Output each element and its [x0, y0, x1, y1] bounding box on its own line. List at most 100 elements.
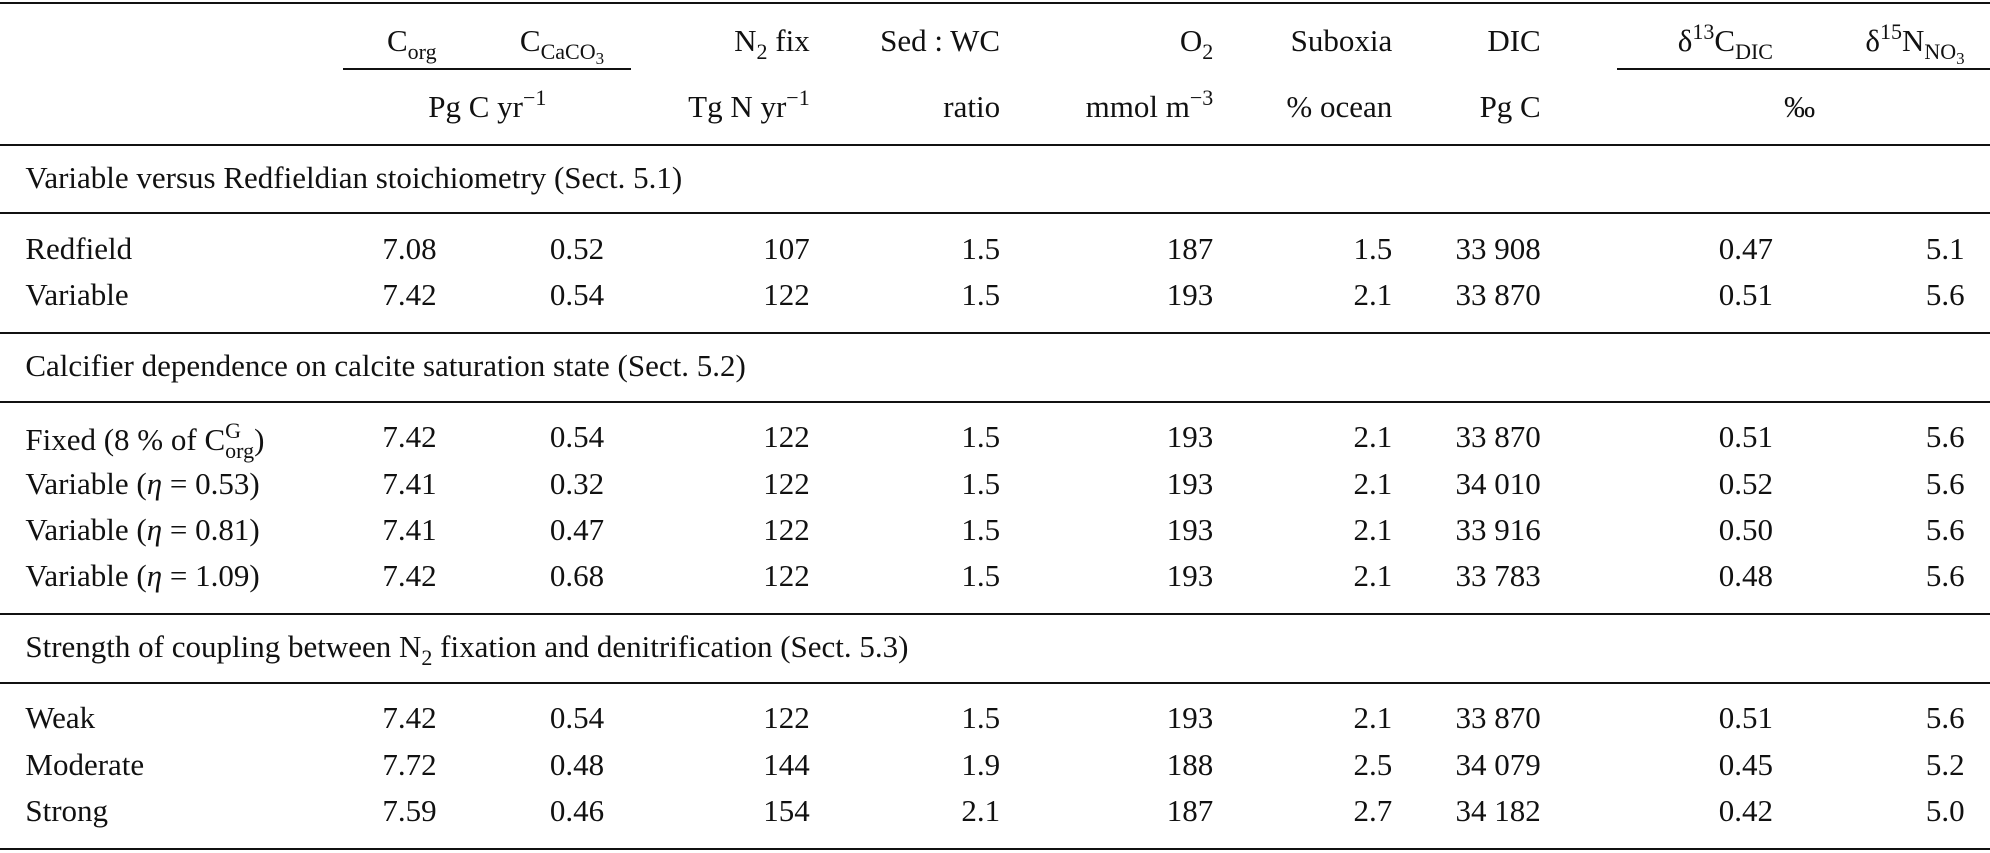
- table-cell: 0.45: [1718, 746, 1773, 782]
- script-text: 3: [1956, 48, 1965, 68]
- table-cell: 107: [763, 230, 810, 266]
- table-cell: 7.42: [382, 277, 437, 313]
- text-segment: Weak: [25, 700, 96, 736]
- rule: [0, 613, 1990, 616]
- table-cell: 7.41: [382, 465, 437, 501]
- unit-label: Pg C yr−1: [428, 84, 547, 127]
- table-cell: 0.42: [1718, 792, 1773, 828]
- text-segment: = 1.09): [162, 558, 260, 594]
- table-cell: 1.5: [1353, 230, 1393, 266]
- script-text: −1: [523, 84, 547, 110]
- rule: [0, 400, 1990, 403]
- text-segment: ‰: [1784, 88, 1816, 124]
- unit-label: Tg N yr−1: [688, 84, 810, 127]
- table-cell: 0.52: [1718, 465, 1773, 501]
- script-text: org: [407, 38, 437, 64]
- table-cell: 0.54: [549, 277, 605, 313]
- script-text: 2: [756, 38, 768, 64]
- script-text: η: [146, 558, 163, 594]
- text-segment: Fixed (8 % of C: [25, 421, 226, 457]
- table-cell: 2.1: [961, 792, 1001, 828]
- table-cell: 1.5: [961, 419, 1001, 455]
- subscript: org: [225, 437, 255, 463]
- section-title: Strength of coupling between N2 fixation…: [25, 627, 908, 670]
- text-segment: δ: [1865, 22, 1880, 58]
- table-cell: 2.5: [1353, 746, 1393, 782]
- script-text: 15: [1879, 18, 1902, 44]
- text-segment: mmol m: [1085, 88, 1190, 124]
- table-cell: 7.72: [382, 746, 437, 782]
- table-cell: 7.42: [382, 419, 437, 455]
- table-cell: 33 870: [1455, 419, 1541, 455]
- table-cell: 7.42: [382, 700, 437, 736]
- table-cell: 7.59: [382, 792, 437, 828]
- row-label: Variable (η = 0.81): [25, 510, 259, 550]
- row-label: Redfield: [25, 229, 132, 269]
- table-cell: 193: [1166, 419, 1214, 455]
- table-cell: 0.48: [1718, 558, 1773, 594]
- text-segment: Tg N yr: [688, 88, 787, 124]
- table-cell: 122: [763, 277, 810, 313]
- table-cell: 193: [1166, 511, 1214, 547]
- section-title: Variable versus Redfieldian stoichiometr…: [25, 158, 682, 198]
- text-segment: Strong: [25, 792, 109, 828]
- table-cell: 5.6: [1925, 558, 1965, 594]
- table-cell: 187: [1166, 230, 1214, 266]
- table-cell: 0.68: [549, 558, 605, 594]
- unit-label: ratio: [943, 87, 1000, 127]
- table-cell: 5.6: [1925, 465, 1965, 501]
- table-cell: 1.5: [961, 700, 1001, 736]
- table-cell: 122: [763, 419, 810, 455]
- text-segment: C: [1714, 22, 1736, 58]
- script-text: CaCO: [540, 38, 596, 64]
- table-cell: 193: [1166, 558, 1214, 594]
- unit-label: % ocean: [1286, 87, 1392, 127]
- table-cell: 5.6: [1925, 700, 1965, 736]
- table-cell: 193: [1166, 465, 1214, 501]
- table-cell: 0.48: [549, 746, 605, 782]
- unit-label: mmol m−3: [1085, 84, 1214, 127]
- table-cell: 2.1: [1353, 277, 1393, 313]
- table-cell: 0.47: [549, 511, 605, 547]
- table-cell: 1.5: [961, 511, 1001, 547]
- text-segment: δ: [1677, 22, 1693, 58]
- table-cell: 1.5: [961, 465, 1001, 501]
- rule: [1616, 67, 1990, 70]
- table-cell: 0.51: [1718, 700, 1773, 736]
- row-label: Variable (η = 0.53): [25, 464, 259, 504]
- column-header: DIC: [1487, 21, 1540, 61]
- text-segment: N: [734, 22, 757, 58]
- column-header: δ13CDIC: [1677, 19, 1773, 64]
- table-cell: 7.08: [382, 230, 437, 266]
- text-segment: ratio: [943, 88, 1001, 124]
- rule: [0, 1, 1990, 4]
- text-segment: Variable: [25, 277, 129, 313]
- table-cell: 7.42: [382, 558, 437, 594]
- table-cell: 1.9: [961, 746, 1001, 782]
- text-segment: Redfield: [25, 230, 133, 266]
- script-text: NO: [1924, 38, 1957, 64]
- text-segment: N: [1901, 22, 1925, 58]
- rule: [0, 143, 1990, 146]
- row-label: Variable (η = 1.09): [25, 556, 259, 596]
- column-header: CCaCO3: [520, 21, 604, 68]
- column-header: Suboxia: [1291, 21, 1393, 61]
- superscript: G: [225, 417, 242, 443]
- table-cell: 5.2: [1925, 746, 1965, 782]
- text-segment: % ocean: [1286, 88, 1393, 124]
- table-cell: 122: [763, 511, 810, 547]
- script-text: DIC: [1735, 38, 1773, 64]
- row-label: Variable: [25, 275, 128, 315]
- table-cell: 122: [763, 465, 810, 501]
- script-text: −3: [1189, 84, 1214, 110]
- script-text: η: [146, 511, 163, 547]
- table-cell: 0.54: [549, 700, 605, 736]
- table-cell: 33 908: [1455, 230, 1541, 266]
- text-segment: Variable (: [25, 465, 147, 501]
- table-cell: 33 783: [1455, 558, 1541, 594]
- script-text: −1: [786, 84, 810, 110]
- table-cell: 154: [763, 792, 810, 828]
- text-segment: Strength of coupling between N: [25, 629, 422, 665]
